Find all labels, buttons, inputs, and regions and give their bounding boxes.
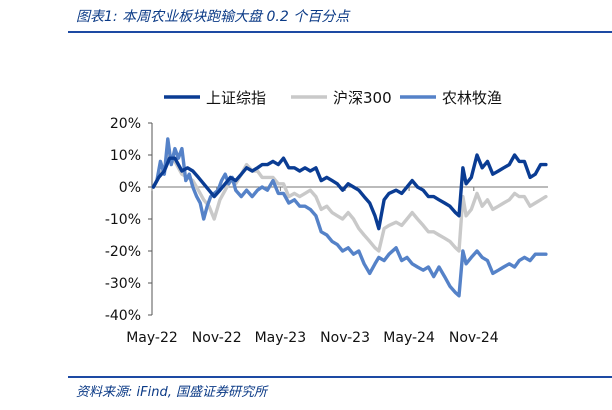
x-tick-label: Nov-24 (449, 330, 499, 346)
series-line-3 (151, 137, 548, 298)
x-tick-label: May-22 (126, 330, 178, 346)
y-tick-label: -10% (105, 212, 141, 228)
chart-legend: 上证综指 沪深300 农林牧渔 (164, 89, 502, 107)
figure-title: 图表1: 本周农业板块跑输大盘 0.2 个百分点 (76, 9, 350, 25)
y-tick-label: 10% (110, 148, 141, 164)
series-layer (151, 137, 548, 298)
legend-label-2: 沪深300 (333, 89, 392, 107)
x-tick-label: Nov-22 (192, 330, 242, 346)
x-tick-label: May-23 (255, 330, 307, 346)
y-tick-label: -40% (105, 308, 141, 324)
y-tick-label: 0% (119, 180, 141, 196)
y-tick-label: -30% (105, 276, 141, 292)
bottom-rule (68, 376, 612, 378)
y-axis: 20% 10% 0% -10% -20% -30% -40% (105, 116, 153, 324)
legend-label-3: 农林牧渔 (442, 89, 502, 107)
source-note: 资料来源: iFind, 国盛证券研究所 (76, 385, 267, 400)
series-line-1 (151, 153, 548, 231)
y-tick-label: -20% (105, 244, 141, 260)
x-tick-label: May-24 (383, 330, 435, 346)
x-tick-label: Nov-23 (320, 330, 370, 346)
y-tick-label: 20% (110, 116, 141, 132)
series-line-2 (151, 153, 548, 253)
x-axis: May-22 Nov-22 May-23 Nov-23 May-24 Nov-24 (126, 186, 548, 346)
top-rule (68, 31, 612, 33)
legend-label-1: 上证综指 (206, 89, 266, 107)
